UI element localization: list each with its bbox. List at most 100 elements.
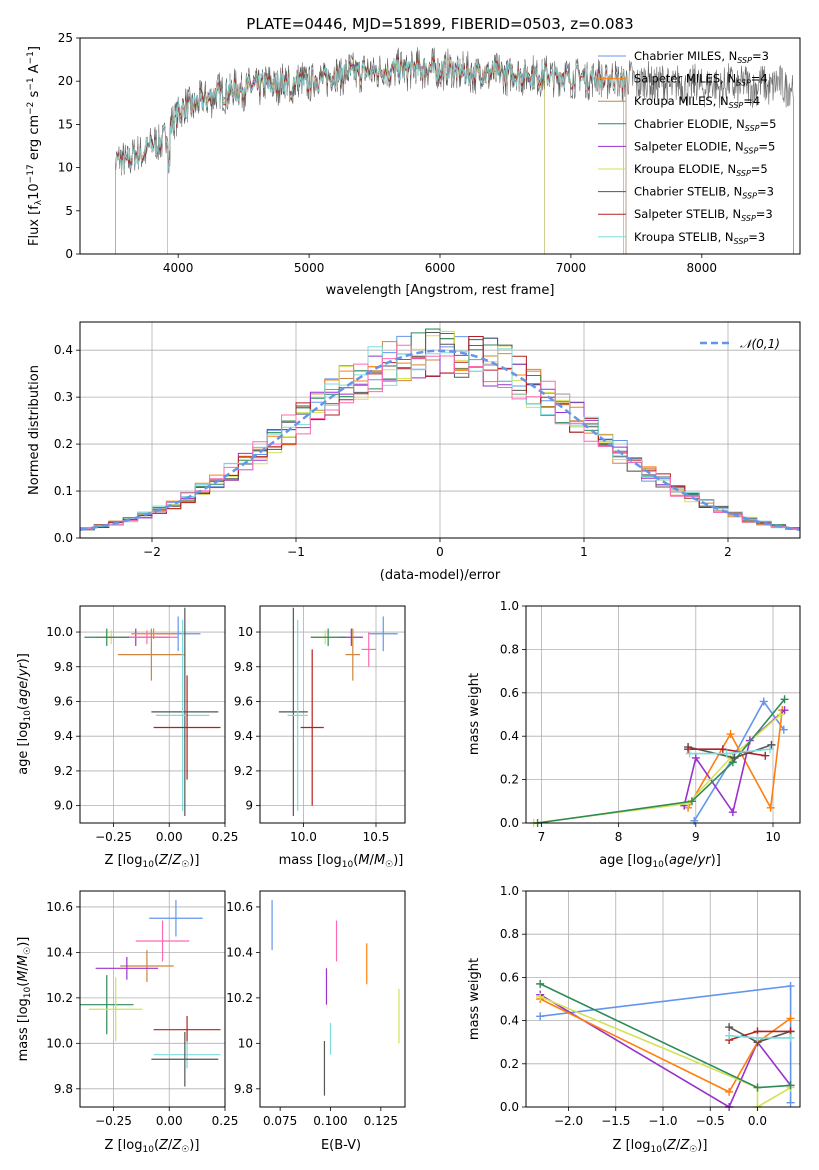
weight-marker [685, 749, 694, 758]
y-tick-label: 10.0 [46, 1036, 73, 1050]
y-tick-label: 0.4 [54, 343, 73, 357]
legend-label: Chabrier ELODIE, NSSP=5 [634, 117, 776, 133]
age-vs-z-axes-frame [79, 605, 226, 824]
x-tick-label: 0.25 [212, 1114, 239, 1128]
weight-marker [728, 758, 737, 767]
weight-series-line [539, 996, 792, 1109]
y-tick-label: 9.2 [54, 764, 73, 778]
weight-marker [726, 730, 735, 739]
spectrum-series-line [115, 55, 627, 254]
y-tick-label: 10 [238, 625, 253, 639]
weight-marker [687, 797, 696, 806]
residual-panel: −2 −1 0 1 2 0.0 0.1 0.2 0.3 0.4 (data-model)/erro… [27, 321, 801, 583]
weight-vs-z-plot-area [536, 979, 795, 1111]
legend-label: Kroupa ELODIE, NSSP=5 [634, 162, 768, 178]
weight-marker [786, 1014, 795, 1023]
x-tick-label: −0.5 [696, 1114, 725, 1128]
y-tick-label: 10.6 [46, 900, 73, 914]
weight-series-line [537, 698, 786, 824]
weight-marker [753, 1033, 762, 1042]
weight-marker [536, 992, 545, 1001]
mass-vs-ebv-panel: 0.075 0.100 0.125 9.8 10 10.2 10.4 10.6 E(B-V) [226, 890, 406, 1153]
x-tick-label: 0.00 [156, 1114, 183, 1128]
age-vs-mass-axes-frame [259, 605, 406, 824]
spectrum-series-line [115, 55, 624, 254]
y-tick-label: 9.2 [234, 764, 253, 778]
y-tick-label: 9.8 [234, 660, 253, 674]
legend-label: Chabrier MILES, NSSP=3 [634, 49, 769, 65]
weight-vs-age-axes-frame [525, 605, 801, 824]
x-tick-label: −1.0 [648, 1114, 677, 1128]
y-tick-label: 9 [245, 799, 253, 813]
weight-series-line [687, 744, 772, 759]
gaussian-curve [79, 349, 801, 532]
y-tick-label: 9.0 [54, 799, 73, 813]
y-tick-label: 10 [58, 161, 73, 175]
x-tick-label: 7 [538, 830, 546, 844]
y-tick-label: 0.2 [500, 1057, 519, 1071]
y-tick-label: 9.8 [234, 1082, 253, 1096]
y-tick-label: 0.3 [54, 390, 73, 404]
y-tick-label: 9.8 [54, 1082, 73, 1096]
weight-marker [536, 979, 545, 988]
weight-vs-age-ylabel: mass weight [467, 673, 482, 755]
weight-marker [691, 753, 700, 762]
x-tick-label: 0.0 [748, 1114, 767, 1128]
y-tick-label: 0.6 [500, 686, 519, 700]
y-tick-label: 0.0 [500, 1100, 519, 1114]
legend-label: Kroupa MILES, NSSP=4 [634, 94, 760, 110]
x-tick-label: 10 [765, 830, 780, 844]
y-tick-label: 9.4 [234, 729, 253, 743]
y-tick-label: 0.4 [500, 729, 519, 743]
weight-vs-age-plot-area [529, 695, 789, 827]
x-tick-label: 4000 [163, 261, 194, 275]
y-tick-label: 0.0 [54, 531, 73, 545]
y-tick-label: 15 [58, 117, 73, 131]
age-vs-mass-panel: 10.0 10.5 9 9.2 9.4 9.6 9.8 10 mass [log10(M/M☉… [234, 605, 406, 870]
x-tick-label: 10.5 [363, 830, 390, 844]
weight-marker [765, 745, 774, 754]
mass-vs-z-xlabel: Z [log10(Z/Z☉)] [105, 1138, 200, 1155]
weight-marker [779, 725, 788, 734]
mass-vs-z-plot-area [80, 900, 221, 1087]
weight-marker [780, 706, 789, 715]
x-tick-label: 0 [436, 545, 444, 559]
legend-label: Salpeter ELODIE, NSSP=5 [634, 139, 775, 155]
y-tick-label: 10.4 [46, 945, 73, 959]
x-tick-label: −0.25 [95, 830, 132, 844]
spectrum-ylabel: Flux [fλ10−17 erg cm−2 s−1 A−1] [26, 46, 44, 246]
spectrum-title: PLATE=0446, MJD=51899, FIBERID=0503, z=0… [246, 15, 633, 33]
mass-vs-z-panel: −0.25 0.00 0.25 9.8 10.0 10.2 10.4 10.6 Z [log1… [16, 890, 239, 1155]
y-tick-label: 0.1 [54, 484, 73, 498]
age-vs-z-plot-area [84, 607, 221, 817]
age-vs-z-panel: −0.25 0.00 0.25 9.0 9.2 9.4 9.6 9.8 10.0 Z [log1… [16, 605, 238, 870]
x-tick-label: 0.00 [156, 830, 183, 844]
weight-marker [690, 816, 699, 825]
y-tick-label: 10.4 [226, 945, 253, 959]
weight-marker [728, 808, 737, 817]
y-tick-label: 9.4 [54, 729, 73, 743]
x-tick-label: −2 [143, 545, 161, 559]
weight-marker [725, 1023, 734, 1032]
mass-vs-z-ylabel: mass [log10(M/M☉)] [16, 937, 33, 1062]
spectrum-legend: Chabrier MILES, NSSP=3 Salpeter MILES, NS… [598, 49, 776, 246]
y-tick-label: 10.2 [46, 991, 73, 1005]
spectrum-xlabel: wavelength [Angstrom, rest frame] [326, 283, 555, 298]
age-vs-mass-plot-area [278, 607, 398, 817]
residual-legend: 𝒩(0,1) [700, 337, 780, 351]
mass-vs-z-axes-frame [79, 890, 226, 1108]
weight-marker [684, 745, 693, 754]
age-vs-z-xlabel: Z [log10(Z/Z☉)] [105, 853, 200, 870]
legend-gaussian-label: 𝒩(0,1) [740, 337, 780, 351]
weight-marker [767, 740, 776, 749]
weight-marker [776, 710, 785, 719]
y-tick-label: 1.0 [500, 599, 519, 613]
y-tick-label: 5 [65, 204, 73, 218]
weight-series-line [539, 998, 792, 1093]
y-tick-label: 10.6 [226, 900, 253, 914]
weight-marker [780, 695, 789, 704]
weight-marker [725, 1087, 734, 1096]
x-tick-label: 6000 [425, 261, 456, 275]
x-tick-label: 7000 [556, 261, 587, 275]
